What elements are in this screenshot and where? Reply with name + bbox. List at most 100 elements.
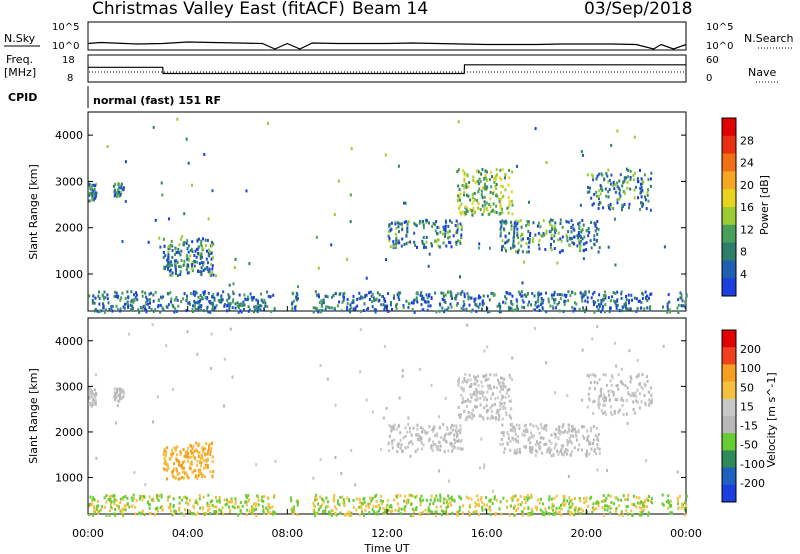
data-point: [186, 330, 189, 334]
data-point: [453, 499, 456, 503]
data-point: [167, 466, 170, 470]
data-point: [610, 374, 613, 378]
data-point: [173, 446, 176, 450]
data-point: [88, 513, 91, 517]
data-point: [144, 307, 146, 311]
data-point: [89, 401, 92, 405]
data-point: [451, 423, 453, 427]
data-point: [534, 449, 537, 453]
data-point: [648, 296, 650, 300]
data-point: [477, 201, 480, 205]
data-point: [449, 241, 452, 245]
data-point: [640, 201, 642, 205]
data-point: [556, 261, 559, 265]
data-point: [461, 447, 464, 451]
data-point: [616, 298, 619, 302]
data-point: [555, 306, 557, 310]
data-point: [134, 512, 137, 516]
data-point: [509, 246, 512, 250]
data-point: [562, 431, 565, 434]
data-point: [176, 469, 179, 473]
data-point: [470, 309, 473, 313]
data-point: [390, 429, 393, 433]
data-point: [678, 494, 681, 498]
data-point: [456, 229, 459, 233]
data-point: [507, 433, 510, 437]
data-point: [499, 442, 502, 446]
data-point: [92, 496, 95, 500]
freq-tick-low: 8: [67, 73, 73, 84]
data-point: [202, 291, 205, 295]
data-point: [315, 235, 318, 239]
data-point: [209, 453, 212, 456]
data-point: [171, 470, 174, 474]
data-point: [413, 231, 416, 235]
data-point: [398, 230, 400, 234]
data-point: [94, 196, 97, 200]
data-point: [369, 502, 372, 506]
data-point: [595, 194, 598, 198]
data-point: [530, 495, 533, 499]
data-point: [154, 513, 157, 517]
data-point: [444, 293, 447, 297]
data-point: [360, 503, 363, 507]
data-point: [478, 504, 480, 508]
data-point: [196, 239, 199, 243]
data-point: [421, 239, 424, 243]
data-point: [566, 443, 569, 447]
data-point: [257, 299, 260, 303]
data-point: [178, 243, 181, 247]
data-point: [607, 245, 610, 249]
data-point: [121, 240, 124, 243]
data-point: [555, 506, 558, 510]
data-point: [493, 497, 496, 501]
data-point: [90, 404, 93, 408]
data-point: [548, 220, 551, 224]
data-point: [402, 436, 405, 440]
data-point: [630, 377, 633, 381]
data-point: [260, 304, 263, 308]
data-point: [421, 294, 424, 298]
data-point: [461, 380, 464, 384]
data-point: [574, 497, 576, 500]
data-point: [296, 503, 299, 507]
data-point: [619, 188, 621, 192]
data-point: [210, 332, 213, 336]
data-point: [266, 305, 269, 308]
data-point: [606, 469, 608, 473]
data-point: [167, 260, 170, 264]
data-point: [579, 203, 582, 207]
y-tick-label: 2000: [55, 426, 83, 439]
data-point: [677, 507, 680, 511]
data-point: [512, 245, 515, 249]
data-point: [247, 309, 250, 313]
data-point: [474, 181, 477, 185]
data-point: [593, 380, 596, 384]
data-point: [474, 211, 476, 215]
data-point: [145, 310, 148, 314]
data-point: [161, 504, 163, 508]
data-point: [550, 448, 553, 452]
data-point: [447, 504, 449, 508]
data-point: [394, 508, 397, 512]
data-point: [394, 244, 397, 248]
data-point: [534, 453, 537, 457]
data-point: [566, 438, 569, 442]
data-point: [193, 293, 196, 297]
data-point: [500, 207, 503, 211]
data-point: [508, 513, 511, 517]
data-point: [489, 384, 491, 388]
data-point: [175, 467, 178, 471]
data-point: [492, 416, 495, 420]
data-point: [419, 499, 422, 503]
data-point: [578, 497, 581, 500]
data-point: [579, 247, 582, 251]
data-point: [416, 246, 418, 249]
data-point: [166, 477, 168, 481]
data-point: [88, 182, 91, 186]
data-point: [447, 224, 450, 228]
data-point: [117, 294, 120, 298]
data-point: [516, 236, 519, 239]
data-point: [461, 511, 464, 515]
data-point: [477, 296, 480, 300]
